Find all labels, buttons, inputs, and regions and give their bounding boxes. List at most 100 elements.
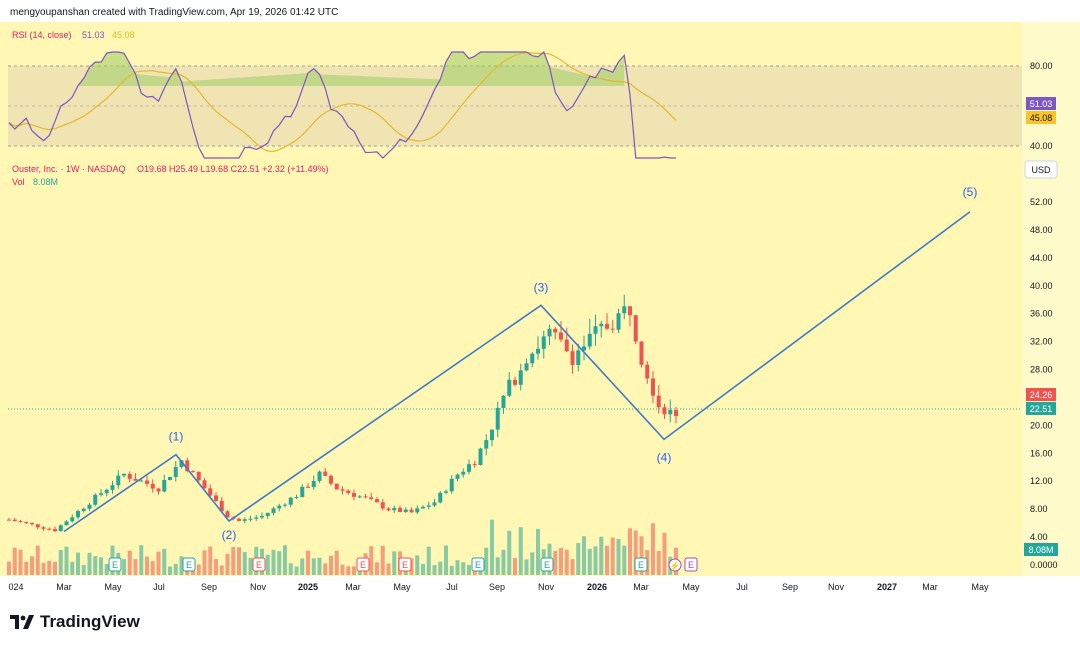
candle-body xyxy=(403,509,408,512)
volume-bar xyxy=(484,547,489,575)
candle-body xyxy=(202,480,207,489)
volume-bar xyxy=(127,550,132,575)
volume-bar xyxy=(248,557,253,575)
candle-body xyxy=(507,379,512,396)
earnings-marker-3[interactable]: E xyxy=(356,557,370,572)
candle-body xyxy=(265,512,270,516)
candle-body xyxy=(70,517,75,522)
candle-body xyxy=(311,480,316,488)
candle-body xyxy=(47,528,52,530)
time-label-18: 2027 xyxy=(877,582,897,592)
split-event-icon xyxy=(668,558,682,572)
wave-label-3: (3) xyxy=(534,280,549,294)
time-label-7: Mar xyxy=(345,582,361,592)
currency-pill[interactable] xyxy=(1024,160,1058,179)
earnings-marker-box xyxy=(356,557,370,572)
volume-bar xyxy=(70,561,75,575)
candle-body xyxy=(357,496,362,498)
candle-body xyxy=(490,429,494,441)
earnings-marker-2[interactable]: E xyxy=(252,557,266,572)
time-label-19: Mar xyxy=(922,582,938,592)
candle-body xyxy=(438,492,443,503)
earnings-marker-box xyxy=(684,557,698,572)
tradingview-logo-text: TradingView xyxy=(40,612,140,631)
earnings-marker-label: E xyxy=(544,560,550,570)
time-label-15: Jul xyxy=(736,582,748,592)
earnings-marker-label: E xyxy=(186,560,192,570)
candle-body xyxy=(242,519,247,521)
earnings-marker-5[interactable]: E xyxy=(471,557,485,572)
price-tick-9: 16.00 xyxy=(1030,448,1053,458)
candle-body xyxy=(398,507,402,512)
volume-bar xyxy=(288,563,293,575)
candle-body xyxy=(380,502,385,509)
volume-bar xyxy=(145,556,149,575)
earnings-marker-0[interactable]: E xyxy=(108,557,122,572)
candle-body xyxy=(656,395,661,408)
candle-body xyxy=(323,471,328,476)
candle-body xyxy=(76,510,80,518)
volume-bar xyxy=(35,545,40,575)
volume-bar xyxy=(306,550,310,575)
candle-body xyxy=(334,483,339,490)
volume-bar xyxy=(444,545,448,575)
elliott-wave-path xyxy=(63,211,971,533)
vol-value: 8.08M xyxy=(33,177,58,187)
candle-body xyxy=(271,508,276,513)
time-axis[interactable]: 024 Mar May Jul Sep Nov 2025 Mar May Jul Sep Nov 202… xyxy=(8,582,989,592)
candle-body xyxy=(541,336,546,349)
time-label-11: Nov xyxy=(538,582,555,592)
candle-body xyxy=(24,521,29,523)
volume-bar xyxy=(570,559,575,575)
earnings-marker-7[interactable]: E xyxy=(634,557,648,572)
candle-body xyxy=(605,323,609,329)
candle-body xyxy=(122,473,126,476)
earnings-marker-4[interactable]: E xyxy=(398,557,412,572)
earnings-marker-8[interactable]: E xyxy=(684,557,698,572)
volume-bar xyxy=(317,557,322,575)
candle-body xyxy=(633,315,638,342)
tradingview-logo[interactable]: TradingView xyxy=(10,612,140,632)
elliott-wave-lines: (1) (2) (3) (4) (5) xyxy=(63,185,977,542)
volume-bar xyxy=(369,546,374,575)
candle-body xyxy=(662,407,667,415)
volume-bar xyxy=(237,547,241,575)
candle-body xyxy=(559,332,563,340)
volume-bar xyxy=(426,546,431,575)
candle-body xyxy=(156,488,161,492)
candle-body xyxy=(248,518,253,520)
time-label-2: May xyxy=(104,582,122,592)
volume-bar xyxy=(179,556,184,575)
earnings-marker-box xyxy=(398,557,412,572)
candle-body xyxy=(467,464,471,472)
candle-body xyxy=(145,480,149,484)
volume-bar xyxy=(64,546,69,575)
earnings-marker-6[interactable]: E xyxy=(540,557,554,572)
time-axis-bg xyxy=(0,576,1080,600)
earnings-marker-box xyxy=(540,557,554,572)
candle-body xyxy=(208,488,213,496)
candle-body xyxy=(64,521,69,526)
earnings-marker-1[interactable]: E xyxy=(182,557,196,572)
rsi-badge-label: 51.03 xyxy=(1030,99,1053,109)
candle-body xyxy=(455,474,460,479)
candle-body xyxy=(668,410,673,415)
rsi-ma-badge-label: 45.08 xyxy=(1030,113,1053,123)
candle-body xyxy=(173,466,178,477)
candle-body xyxy=(81,508,86,511)
high-price-badge xyxy=(1026,388,1056,401)
candle-body xyxy=(628,306,632,316)
earnings-events[interactable]: E E E E E E E E E ⚡ xyxy=(108,557,698,572)
volume-bar xyxy=(7,561,11,575)
volume-bar xyxy=(639,536,644,575)
candle-body xyxy=(495,407,500,430)
price-tick-3: 40.00 xyxy=(1030,281,1053,291)
rsi-ma-badge xyxy=(1026,111,1056,124)
vol-label: Vol xyxy=(12,177,25,187)
candle-body xyxy=(415,508,420,513)
volume-bar xyxy=(311,558,316,575)
candle-body xyxy=(196,471,201,481)
volume-bar xyxy=(87,552,92,575)
